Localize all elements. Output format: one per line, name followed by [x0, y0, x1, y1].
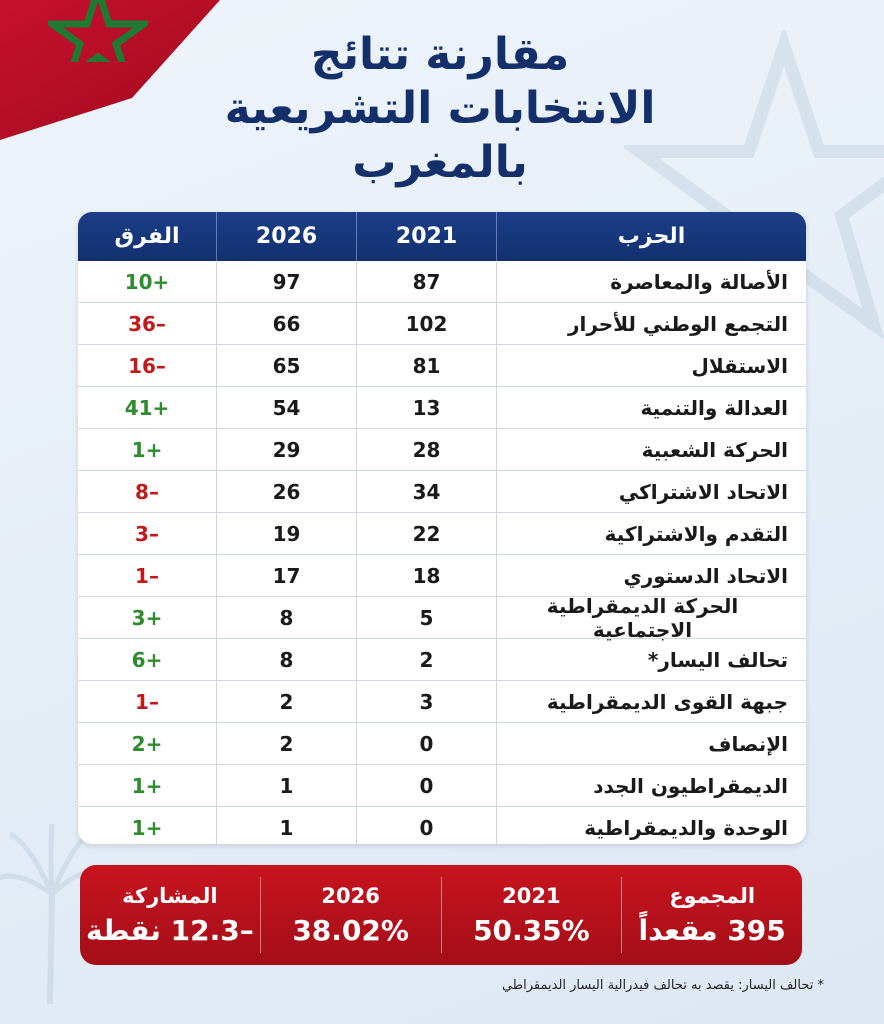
party-cell: التجمع الوطني للأحرار: [496, 303, 806, 344]
page-title: مقارنة تتائج الانتخابات التشريعية بالمغر…: [200, 28, 680, 190]
table-row: تحالف اليسار* 2 8 +6: [78, 639, 806, 681]
seats-2021-cell: 5: [356, 597, 496, 638]
party-cell: العدالة والتنمية: [496, 387, 806, 428]
table-row: الوحدة والديمقراطية 0 1 +1: [78, 807, 806, 844]
table-row: الاستقلال 81 65 –16: [78, 345, 806, 387]
diff-cell: +2: [131, 731, 163, 756]
summary-2026-label: 2026: [321, 883, 380, 908]
table-header: الحزب 2021 2026 الفرق: [78, 212, 806, 261]
seats-2021-cell: 34: [356, 471, 496, 512]
summary-2021-value: 50.35%: [473, 913, 590, 947]
seats-2021-cell: 102: [356, 303, 496, 344]
party-cell: تحالف اليسار*: [496, 639, 806, 680]
table-row: الاتحاد الدستوري 18 17 –1: [78, 555, 806, 597]
table-row: التجمع الوطني للأحرار 102 66 –36: [78, 303, 806, 345]
table-row: الإنصاف 0 2 +2: [78, 723, 806, 765]
diff-cell: –16: [128, 353, 166, 378]
diff-cell: –3: [135, 521, 159, 546]
seats-2021-cell: 22: [356, 513, 496, 554]
summary-2021-label: 2021: [502, 883, 561, 908]
seats-2021-cell: 81: [356, 345, 496, 386]
party-cell: الأصالة والمعاصرة: [496, 261, 806, 302]
party-cell: جبهة القوى الديمقراطية: [496, 681, 806, 722]
summary-participation-label: المشاركة: [122, 883, 218, 908]
party-cell: الإنصاف: [496, 723, 806, 764]
party-cell: الاستقلال: [496, 345, 806, 386]
seats-2026-cell: 66: [216, 303, 356, 344]
summary-bar: المجموع 395 مقعداً 2021 50.35% 2026 38.0…: [80, 865, 802, 965]
table-row: الأصالة والمعاصرة 87 97 +10: [78, 261, 806, 303]
seats-2026-cell: 65: [216, 345, 356, 386]
results-table: الحزب 2021 2026 الفرق الأصالة والمعاصرة 8…: [78, 212, 806, 844]
party-cell: الوحدة والديمقراطية: [496, 807, 806, 844]
seats-2021-cell: 28: [356, 429, 496, 470]
diff-cell: –8: [135, 479, 159, 504]
diff-cell: +1: [131, 437, 163, 462]
party-cell: الحركة الديمقراطية الاجتماعية: [496, 594, 806, 642]
title-line-1: مقارنة تتائج: [310, 29, 570, 80]
header-2026: 2026: [216, 212, 356, 261]
seats-2026-cell: 8: [216, 639, 356, 680]
seats-2026-cell: 2: [216, 723, 356, 764]
seats-2026-cell: 2: [216, 681, 356, 722]
summary-participation: المشاركة –12.3 نقطة: [80, 877, 260, 953]
flag-star-icon: [48, 0, 148, 62]
summary-total-label: المجموع: [669, 883, 756, 908]
table-row: الحركة الشعبية 28 29 +1: [78, 429, 806, 471]
seats-2026-cell: 8: [216, 597, 356, 638]
seats-2026-cell: 17: [216, 555, 356, 596]
table-row: الحركة الديمقراطية الاجتماعية 5 8 +3: [78, 594, 806, 642]
seats-2026-cell: 29: [216, 429, 356, 470]
summary-total-value: 395 مقعداً: [638, 913, 786, 947]
seats-2026-cell: 97: [216, 261, 356, 302]
seats-2021-cell: 0: [356, 723, 496, 764]
diff-cell: +1: [131, 773, 163, 798]
seats-2021-cell: 18: [356, 555, 496, 596]
party-cell: الحركة الشعبية: [496, 429, 806, 470]
table-row: الاتحاد الاشتراكي 34 26 –8: [78, 471, 806, 513]
table-row: الديمقراطيون الجدد 0 1 +1: [78, 765, 806, 807]
diff-cell: +41: [124, 395, 170, 420]
header-party: الحزب: [496, 212, 806, 261]
table-row: التقدم والاشتراكية 22 19 –3: [78, 513, 806, 555]
seats-2026-cell: 54: [216, 387, 356, 428]
party-cell: التقدم والاشتراكية: [496, 513, 806, 554]
header-diff: الفرق: [114, 224, 180, 249]
seats-2026-cell: 19: [216, 513, 356, 554]
seats-2026-cell: 1: [216, 807, 356, 844]
footnote: * تحالف اليسار: يقصد به تحالف فيدرالية ا…: [501, 978, 824, 993]
party-cell: الاتحاد الاشتراكي: [496, 471, 806, 512]
diff-cell: –1: [135, 689, 159, 714]
summary-2021: 2021 50.35%: [440, 877, 622, 953]
table-row: جبهة القوى الديمقراطية 3 2 –1: [78, 681, 806, 723]
party-cell: الاتحاد الدستوري: [496, 555, 806, 596]
seats-2026-cell: 26: [216, 471, 356, 512]
title-line-2: الانتخابات التشريعية: [224, 83, 656, 134]
table-body: الأصالة والمعاصرة 87 97 +10 التجمع الوطني لل…: [78, 261, 806, 844]
summary-2026-value: 38.02%: [292, 913, 409, 947]
seats-2021-cell: 2: [356, 639, 496, 680]
summary-participation-value: –12.3 نقطة: [86, 913, 254, 947]
diff-cell: +3: [131, 605, 163, 630]
title-line-3: بالمغرب: [352, 137, 528, 188]
seats-2026-cell: 1: [216, 765, 356, 806]
seats-2021-cell: 0: [356, 765, 496, 806]
seats-2021-cell: 87: [356, 261, 496, 302]
diff-cell: –36: [128, 311, 166, 336]
seats-2021-cell: 13: [356, 387, 496, 428]
diff-cell: +1: [131, 815, 163, 840]
summary-2026: 2026 38.02%: [259, 877, 441, 953]
summary-total: المجموع 395 مقعداً: [621, 877, 802, 953]
diff-cell: +10: [124, 269, 170, 294]
diff-cell: +6: [131, 647, 163, 672]
diff-cell: –1: [135, 563, 159, 588]
party-cell: الديمقراطيون الجدد: [496, 765, 806, 806]
seats-2021-cell: 0: [356, 807, 496, 844]
header-2021: 2021: [356, 212, 496, 261]
seats-2021-cell: 3: [356, 681, 496, 722]
table-row: العدالة والتنمية 13 54 +41: [78, 387, 806, 429]
